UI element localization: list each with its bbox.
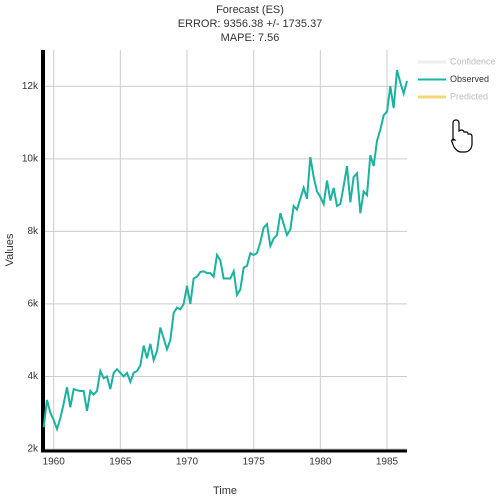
y-tick-label: 6k xyxy=(27,299,39,310)
legend-label: Confidence xyxy=(450,56,496,66)
y-tick-label: 10k xyxy=(22,153,39,164)
x-axis-label: Time xyxy=(213,485,237,497)
chart-subtitle: ERROR: 9356.38 +/- 1735.37 xyxy=(178,18,323,30)
y-tick-label: 8k xyxy=(27,226,39,237)
legend-label: Predicted xyxy=(450,91,488,101)
x-tick-label: 1960 xyxy=(43,457,66,468)
x-tick-label: 1965 xyxy=(109,457,132,468)
legend-label: Observed xyxy=(450,74,489,84)
x-tick-label: 1970 xyxy=(176,457,199,468)
y-tick-label: 4k xyxy=(27,371,39,382)
y-axis-label: Values xyxy=(4,233,16,266)
x-tick-label: 1985 xyxy=(376,457,399,468)
cursor xyxy=(451,119,473,153)
line xyxy=(42,69,408,433)
x-tick-label: 1980 xyxy=(309,457,332,468)
y-tick-label: 2k xyxy=(27,444,39,455)
chart-subtitle: MAPE: 7.56 xyxy=(221,32,280,44)
y-tick-label: 12k xyxy=(22,81,39,92)
chart-title: Forecast (ES) xyxy=(216,4,284,16)
x-tick-label: 1975 xyxy=(243,457,266,468)
